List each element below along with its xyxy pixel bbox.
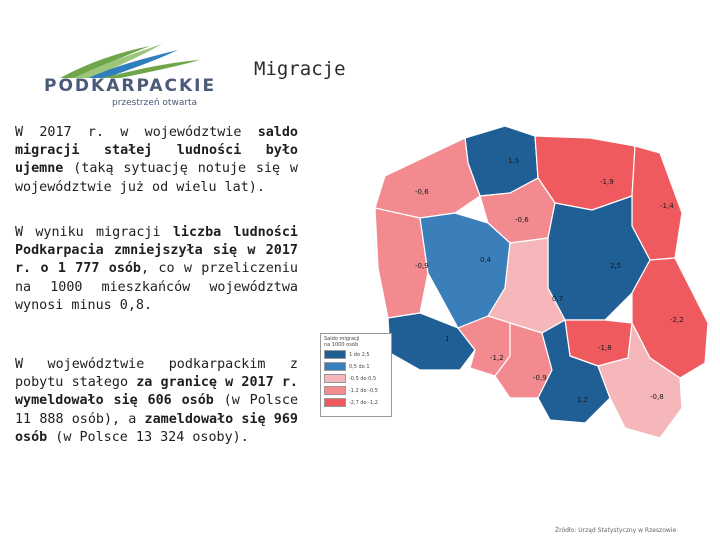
logo-wordmark: PODKARPACKIE xyxy=(44,76,217,96)
value-label-mazowieckie: 2,5 xyxy=(610,262,621,270)
region-malopolskie xyxy=(537,319,611,424)
value-label-podlaskie: -1,4 xyxy=(660,202,674,210)
paragraph-run: (w Polsce 11 888 osób), a xyxy=(15,393,299,427)
legend-label: -0,5 do 0,5 xyxy=(349,376,377,382)
value-label-slaskie: -0,9 xyxy=(533,374,547,382)
legend-label: -2,7 do -1,2 xyxy=(349,400,378,406)
paragraph-foreign-migration: W województwie podkarpackim z pobytu sta… xyxy=(15,356,298,447)
legend-item: 1 do 2,5 xyxy=(324,350,388,359)
legend-item: -0,5 do 0,5 xyxy=(324,374,388,383)
logo-swoosh-icon xyxy=(60,44,200,78)
paragraph-run: W województwie podkarpackim z pobytu sta… xyxy=(15,357,298,391)
value-label-lubelskie: -2,2 xyxy=(670,316,684,324)
legend-label: 0,5 do 1 xyxy=(349,364,370,370)
paragraph-net-migration: W 2017 r. w województwie saldo migracji … xyxy=(15,124,298,197)
legend-label: 1 do 2,5 xyxy=(349,352,370,358)
source-note: Źródło: Urząd Statystyczny w Rzeszowie xyxy=(555,527,677,534)
region-podkarpackie xyxy=(597,322,683,439)
value-label-pomorskie: 1,5 xyxy=(508,157,519,165)
podkarpackie-logo: PODKARPACKIE przestrzeń otwarta xyxy=(40,40,214,112)
legend-label: -1,2 do -0,5 xyxy=(349,388,378,394)
value-label-zachodniopomorskie: -0,6 xyxy=(415,188,429,196)
paragraph-run: zameldowało się 969 osób xyxy=(15,411,298,445)
value-label-dolnoslaskie: 1 xyxy=(445,335,449,343)
paragraph-population-change: W wyniku migracji liczba ludności Podkar… xyxy=(15,224,298,315)
paragraph-run: , co w przeliczeniu na 1000 mieszkańców … xyxy=(15,261,298,313)
legend-item: -1,2 do -0,5 xyxy=(324,386,388,395)
poland-migration-map: 1,5 -0,6 -1,9 -1,4 -0,6 -0,9 0,4 2,5 0,7… xyxy=(374,125,709,439)
legend-swatch xyxy=(324,386,346,395)
paragraph-run: liczba ludności Podkarpacia zmniejszyła … xyxy=(15,225,298,277)
paragraph-run: (taką sytuację notuje się w województwie… xyxy=(15,161,298,195)
value-label-malopolskie: 1,2 xyxy=(577,396,588,404)
value-label-lodzkie: 0,7 xyxy=(552,295,563,303)
legend-swatch xyxy=(324,350,346,359)
value-label-wielkopolskie: 0,4 xyxy=(480,256,492,264)
legend-swatch xyxy=(324,362,346,371)
legend-item: 0,5 do 1 xyxy=(324,362,388,371)
map-legend: Saldo migracji na 1000 osób 1 do 2,5 0,5… xyxy=(320,333,392,417)
legend-swatch xyxy=(324,398,346,407)
value-label-lubuskie: -0,9 xyxy=(415,262,429,270)
legend-item: -2,7 do -1,2 xyxy=(324,398,388,407)
value-label-kujawsko-pomorskie: -0,6 xyxy=(515,216,529,224)
value-label-podkarpackie: -0,8 xyxy=(650,393,664,401)
paragraph-run: W 2017 r. w województwie xyxy=(15,125,258,140)
region-dolnoslaskie xyxy=(387,312,476,371)
legend-swatch xyxy=(324,374,346,383)
value-label-warminsko-mazurskie: -1,9 xyxy=(600,178,614,186)
paragraph-run: (w Polsce 13 324 osoby). xyxy=(47,429,249,445)
region-zachodniopomorskie xyxy=(374,137,481,219)
value-label-opolskie: -1,2 xyxy=(490,354,504,362)
page-title: Migracje xyxy=(254,58,346,80)
paragraph-run: za granicę w 2017 r. wymeldowało się 606… xyxy=(15,375,298,409)
logo-tagline: przestrzeń otwarta xyxy=(112,98,198,108)
value-label-swietokrzyskie: -1,8 xyxy=(598,344,612,352)
paragraph-run: saldo migracji stałej ludności było ujem… xyxy=(15,125,298,177)
paragraph-run: W wyniku migracji xyxy=(15,225,173,240)
legend-title: Saldo migracji na 1000 osób xyxy=(324,336,360,348)
